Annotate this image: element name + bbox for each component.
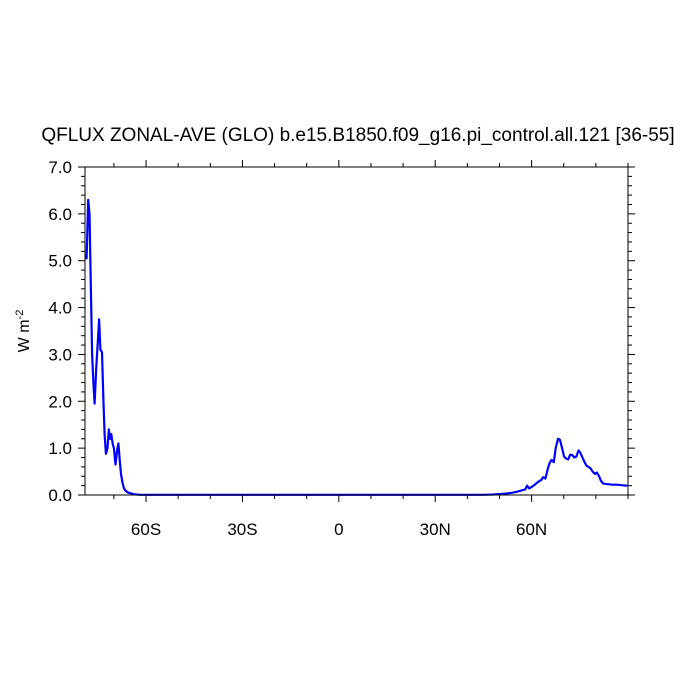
tick-labels: 0.0 1.0 2.0 3.0 4.0 5.0 6.0 7.0 60S 30S 0 30N 60N: [48, 158, 547, 539]
y-tick-label: 2.0: [48, 392, 72, 411]
y-tick-label: 7.0: [48, 158, 72, 177]
y-tick-label: 6.0: [48, 205, 72, 224]
plot-frame: [84, 166, 629, 496]
chart-title: QFLUX ZONAL-AVE (GLO) b.e15.B1850.f09_g1…: [41, 125, 674, 146]
x-tick-label: 60N: [516, 520, 547, 539]
x-tick-label: 30N: [420, 520, 451, 539]
x-tick-label: 30S: [227, 520, 257, 539]
x-tick-label: 60S: [131, 520, 161, 539]
y-tick-label: 0.0: [48, 486, 72, 505]
y-axis-label: W m-2: [14, 310, 33, 353]
series-line: [85, 198, 628, 496]
y-axis-label-exponent: -2: [14, 310, 26, 320]
y-axis-label-text: W m: [16, 319, 33, 352]
x-tick-label: 0: [334, 520, 343, 539]
svg-text:W m-2: W m-2: [14, 310, 33, 353]
y-tick-label: 5.0: [48, 252, 72, 271]
y-tick-label: 4.0: [48, 299, 72, 318]
y-tick-label: 1.0: [48, 439, 72, 458]
axis-ticks: [78, 160, 635, 502]
y-tick-label: 3.0: [48, 345, 72, 364]
